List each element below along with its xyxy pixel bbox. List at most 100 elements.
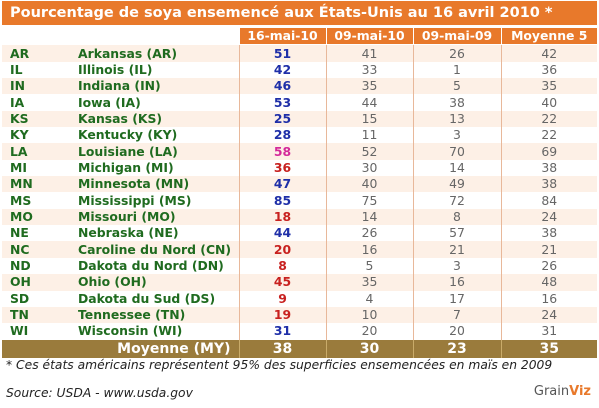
five-year-average-cell: 38	[500, 176, 597, 193]
current-week-cell: 58	[238, 143, 326, 160]
current-week-cell: 19	[238, 306, 326, 324]
state-code-cell: NE	[2, 225, 78, 242]
previous-week-cell: 75	[325, 192, 413, 209]
previous-week-cell: 44	[325, 94, 413, 111]
state-name-cell: Illinois (IL)	[78, 61, 239, 79]
five-year-average-cell: 31	[500, 323, 597, 340]
previous-week-cell: 15	[325, 110, 413, 128]
state-name-cell: Caroline du Nord (CN)	[78, 241, 239, 258]
average-label: Moyenne (MY)	[2, 339, 239, 358]
average-cell: 23	[412, 339, 501, 358]
five-year-average-cell: 38	[500, 225, 597, 242]
soy-planting-table: 16-mai-10 09-mai-10 09-mai-09 Moyenne 5 …	[2, 28, 597, 358]
previous-week-cell: 11	[325, 127, 413, 144]
last-year-cell: 38	[412, 94, 501, 111]
state-name-cell: Michigan (MI)	[78, 159, 239, 177]
last-year-cell: 57	[412, 225, 501, 242]
five-year-average-cell: 36	[500, 61, 597, 79]
previous-week-cell: 35	[325, 78, 413, 95]
previous-week-cell: 20	[325, 323, 413, 340]
last-year-cell: 1	[412, 61, 501, 79]
current-week-cell: 85	[238, 192, 326, 209]
table-row: MN Minnesota (MN) 47 40 49 38	[2, 176, 597, 193]
source-text: Source: USDA - www.usda.gov	[6, 386, 193, 400]
previous-week-cell: 30	[325, 159, 413, 177]
header-row: 16-mai-10 09-mai-10 09-mai-09 Moyenne 5	[2, 28, 597, 46]
last-year-cell: 3	[412, 127, 501, 144]
current-week-cell: 31	[238, 323, 326, 340]
table-title: Pourcentage de soya ensemencé aux États-…	[2, 1, 597, 25]
last-year-cell: 5	[412, 78, 501, 95]
previous-week-cell: 33	[325, 61, 413, 79]
current-week-cell: 18	[238, 208, 326, 226]
state-name-cell: Kansas (KS)	[78, 110, 239, 128]
last-year-cell: 49	[412, 176, 501, 193]
header-blank	[2, 28, 78, 46]
five-year-average-cell: 24	[500, 208, 597, 226]
state-code-cell: OH	[2, 274, 78, 291]
current-week-cell: 47	[238, 176, 326, 193]
five-year-average-cell: 16	[500, 290, 597, 307]
last-year-cell: 72	[412, 192, 501, 209]
table-row: IL Illinois (IL) 42 33 1 36	[2, 61, 597, 79]
table-row: ND Dakota du Nord (DN) 8 5 3 26	[2, 257, 597, 275]
state-code-cell: NC	[2, 241, 78, 258]
five-year-average-cell: 22	[500, 127, 597, 144]
table-row: MO Missouri (MO) 18 14 8 24	[2, 208, 597, 226]
table-row: SD Dakota du Sud (DS) 9 4 17 16	[2, 290, 597, 307]
current-week-cell: 36	[238, 159, 326, 177]
state-name-cell: Arkansas (AR)	[78, 44, 239, 62]
previous-week-cell: 10	[325, 306, 413, 324]
table-row: LA Louisiane (LA) 58 52 70 69	[2, 143, 597, 160]
average-cell: 30	[325, 339, 413, 358]
state-name-cell: Tennessee (TN)	[78, 306, 239, 324]
table-row: NC Caroline du Nord (CN) 20 16 21 21	[2, 241, 597, 258]
logo-text-accent: Viz	[569, 384, 591, 399]
five-year-average-cell: 24	[500, 306, 597, 324]
previous-week-cell: 40	[325, 176, 413, 193]
table-row: MS Mississippi (MS) 85 75 72 84	[2, 192, 597, 209]
col-header: 09-mai-10	[325, 28, 413, 46]
current-week-cell: 53	[238, 94, 326, 111]
table-row: TN Tennessee (TN) 19 10 7 24	[2, 306, 597, 324]
previous-week-cell: 5	[325, 257, 413, 275]
state-name-cell: Missouri (MO)	[78, 208, 239, 226]
state-name-cell: Mississippi (MS)	[78, 192, 239, 209]
five-year-average-cell: 22	[500, 110, 597, 128]
previous-week-cell: 4	[325, 290, 413, 307]
state-name-cell: Nebraska (NE)	[78, 225, 239, 242]
table-row: OH Ohio (OH) 45 35 16 48	[2, 274, 597, 291]
state-name-cell: Dakota du Sud (DS)	[78, 290, 239, 307]
state-code-cell: IN	[2, 78, 78, 95]
last-year-cell: 20	[412, 323, 501, 340]
table-row: KY Kentucky (KY) 28 11 3 22	[2, 127, 597, 144]
state-code-cell: IA	[2, 94, 78, 111]
state-code-cell: MO	[2, 208, 78, 226]
five-year-average-cell: 40	[500, 94, 597, 111]
col-header: 16-mai-10	[238, 28, 326, 46]
five-year-average-cell: 26	[500, 257, 597, 275]
state-code-cell: LA	[2, 143, 78, 160]
header-blank	[78, 28, 239, 46]
state-code-cell: ND	[2, 257, 78, 275]
state-code-cell: TN	[2, 306, 78, 324]
current-week-cell: 45	[238, 274, 326, 291]
state-code-cell: SD	[2, 290, 78, 307]
five-year-average-cell: 42	[500, 44, 597, 62]
current-week-cell: 44	[238, 225, 326, 242]
state-name-cell: Iowa (IA)	[78, 94, 239, 111]
average-cell: 38	[238, 339, 326, 358]
footnote: * Ces états américains représentent 95% …	[6, 358, 553, 372]
average-cell: 35	[500, 339, 597, 358]
previous-week-cell: 35	[325, 274, 413, 291]
last-year-cell: 14	[412, 159, 501, 177]
previous-week-cell: 16	[325, 241, 413, 258]
last-year-cell: 21	[412, 241, 501, 258]
state-code-cell: MI	[2, 159, 78, 177]
last-year-cell: 17	[412, 290, 501, 307]
state-name-cell: Dakota du Nord (DN)	[78, 257, 239, 275]
state-code-cell: AR	[2, 44, 78, 62]
five-year-average-cell: 21	[500, 241, 597, 258]
table-row: KS Kansas (KS) 25 15 13 22	[2, 110, 597, 128]
state-code-cell: KY	[2, 127, 78, 144]
